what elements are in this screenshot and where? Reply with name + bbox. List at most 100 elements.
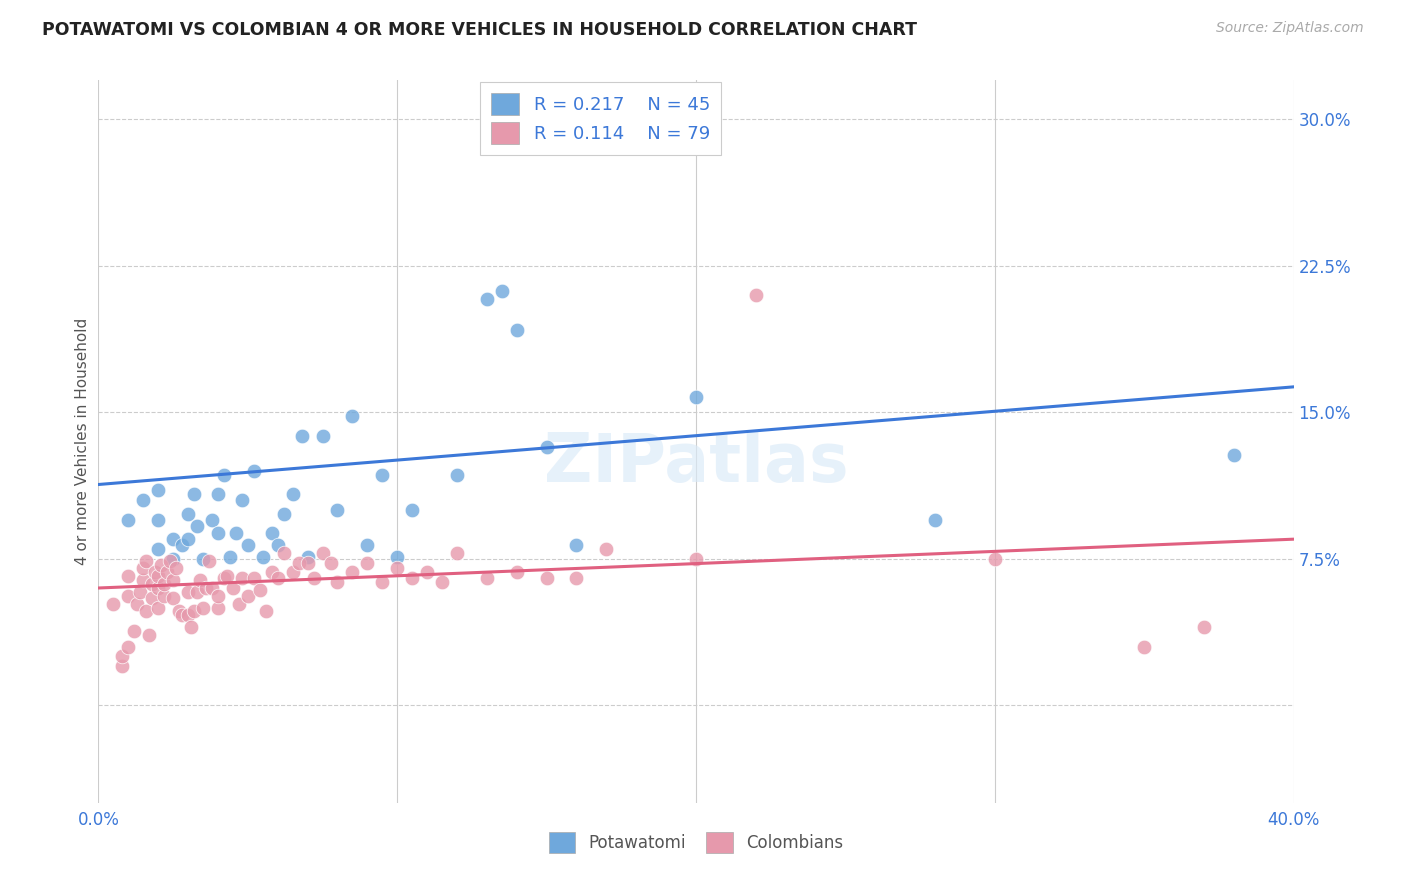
Point (219, 549, 242, 564)
Point (148, 569, 170, 583)
Point (243, 571, 266, 585)
Point (291, 428, 314, 442)
Point (153, 577, 176, 591)
Text: Source: ZipAtlas.com: Source: ZipAtlas.com (1216, 21, 1364, 36)
Point (475, 571, 498, 585)
Point (207, 589, 229, 603)
Point (207, 487, 229, 501)
Point (183, 604, 205, 618)
Point (236, 538, 259, 552)
Point (103, 597, 125, 611)
Point (162, 591, 184, 605)
Point (212, 571, 235, 585)
Point (273, 546, 295, 560)
Point (172, 538, 194, 552)
Point (385, 561, 409, 575)
Point (143, 566, 166, 580)
Point (430, 575, 453, 590)
Point (385, 549, 409, 564)
Point (281, 487, 304, 501)
Point (342, 566, 364, 580)
Point (186, 518, 208, 533)
Point (1133, 640, 1156, 654)
Point (231, 493, 253, 508)
Point (135, 604, 157, 618)
Point (416, 566, 439, 580)
Point (177, 585, 200, 599)
Point (148, 483, 170, 498)
Legend: Potawatomi, Colombians: Potawatomi, Colombians (541, 826, 851, 860)
Point (371, 575, 394, 590)
Point (167, 604, 190, 618)
Point (148, 600, 170, 615)
Point (188, 573, 211, 587)
Point (536, 441, 558, 455)
Point (536, 571, 558, 585)
Point (924, 513, 946, 527)
Point (249, 582, 271, 597)
Point (984, 551, 1007, 566)
Point (1192, 620, 1215, 634)
Point (212, 467, 235, 482)
Point (117, 569, 139, 583)
Point (148, 581, 170, 595)
Point (326, 503, 349, 517)
Point (159, 554, 181, 568)
Point (156, 566, 179, 580)
Point (165, 561, 187, 575)
Point (124, 624, 146, 638)
Point (162, 532, 184, 546)
Point (311, 428, 333, 442)
Point (302, 571, 325, 585)
Point (177, 608, 200, 623)
Point (446, 467, 468, 482)
Point (162, 573, 184, 587)
Point (148, 513, 170, 527)
Point (141, 577, 163, 591)
Point (231, 571, 253, 585)
Y-axis label: 4 or more Vehicles in Household: 4 or more Vehicles in Household (75, 318, 90, 566)
Point (260, 526, 283, 541)
Point (148, 541, 170, 556)
Point (1223, 448, 1246, 462)
Point (177, 532, 200, 546)
Point (685, 390, 707, 404)
Point (117, 513, 139, 527)
Point (141, 591, 163, 605)
Point (207, 526, 229, 541)
Point (215, 569, 238, 583)
Point (297, 556, 319, 570)
Point (401, 503, 423, 517)
Point (222, 581, 245, 595)
Point (153, 589, 176, 603)
Point (186, 585, 208, 599)
Point (191, 551, 214, 566)
Point (260, 566, 283, 580)
Point (198, 554, 221, 568)
Point (111, 659, 134, 673)
Point (172, 608, 194, 623)
Point (475, 292, 498, 306)
Point (506, 323, 529, 337)
Point (201, 513, 224, 527)
Point (506, 566, 529, 580)
Point (183, 487, 205, 501)
Point (326, 575, 349, 590)
Point (117, 640, 139, 654)
Point (117, 589, 139, 603)
Point (356, 538, 378, 552)
Point (491, 284, 513, 298)
Point (132, 493, 155, 508)
Point (127, 597, 149, 611)
Point (225, 526, 247, 541)
Point (138, 628, 160, 642)
Point (252, 549, 274, 564)
Point (565, 538, 588, 552)
Point (356, 556, 378, 570)
Point (685, 551, 707, 566)
Point (228, 597, 250, 611)
Point (195, 581, 218, 595)
Point (311, 546, 333, 560)
Text: ZIPatlas: ZIPatlas (544, 430, 848, 496)
Point (150, 558, 173, 572)
